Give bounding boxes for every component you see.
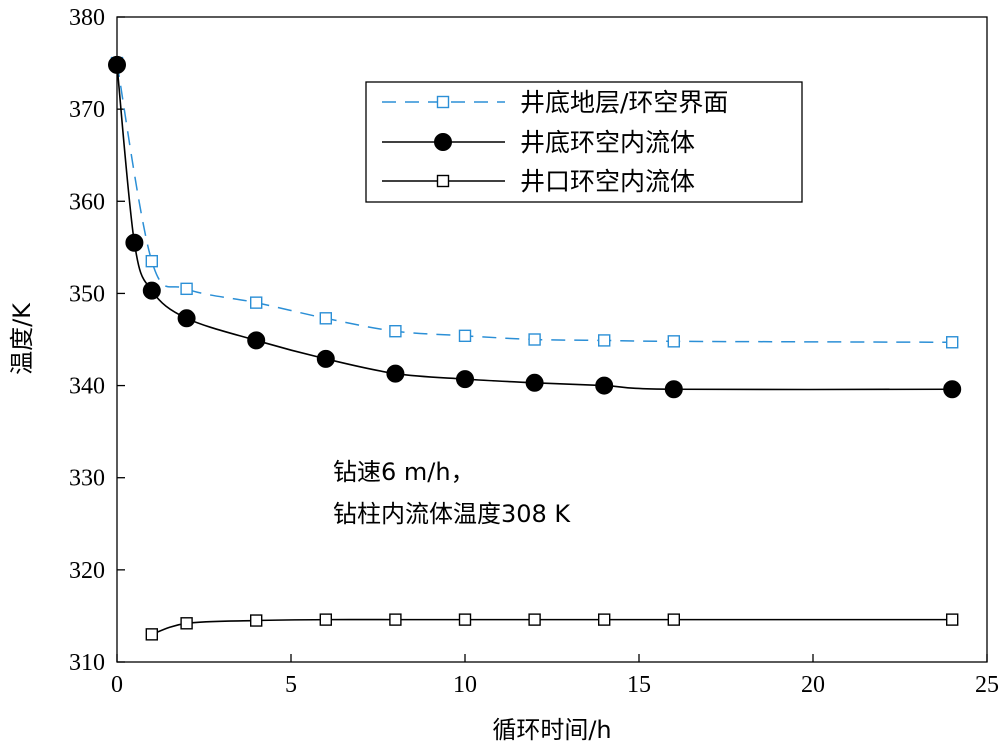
series-3-line [151, 618, 953, 636]
series-2-point [664, 380, 683, 399]
series-2-point [108, 55, 126, 74]
series-2-point [142, 281, 161, 300]
x-tick-label: 25 [975, 672, 999, 698]
series-3-point [946, 613, 959, 626]
series-2-point [386, 364, 405, 383]
series-1-point [319, 312, 332, 325]
series-3-point [180, 617, 193, 630]
y-tick-label: 380 [69, 5, 105, 31]
series-3 [145, 613, 959, 641]
series-3-point [319, 613, 332, 626]
legend-label-3: 井口环空内流体 [520, 167, 695, 196]
series-1-point [145, 254, 159, 268]
y-tick-label: 370 [69, 97, 105, 123]
series-2-point [177, 309, 196, 328]
y-tick-label: 340 [69, 374, 105, 400]
y-axis: 310 320 330 340 350 360 370 380 [69, 5, 125, 676]
x-tick-label: 20 [801, 672, 825, 698]
y-tick-label: 320 [69, 558, 105, 584]
series-2-point [247, 331, 266, 350]
legend-label-2: 井底环空内流体 [520, 128, 695, 157]
series-1-point [946, 336, 959, 349]
series-3-point [145, 628, 159, 641]
series-3-point [458, 613, 472, 626]
y-axis-label: 温度/K [8, 302, 36, 375]
plot-frame [116, 16, 988, 663]
y-tick-label: 330 [69, 466, 105, 492]
x-tick-label: 15 [627, 672, 651, 698]
series-3-point [249, 614, 263, 627]
series-2-line [116, 64, 953, 391]
series-1-point [528, 333, 541, 346]
series-2-point [456, 370, 474, 389]
series-2-point [943, 380, 962, 399]
legend-marker-3 [436, 174, 450, 188]
y-tick-label: 360 [69, 189, 105, 215]
x-axis: 0 5 10 15 20 25 [111, 654, 999, 698]
legend-label-1: 井底地层/环空界面 [520, 88, 728, 117]
series-2-point [525, 373, 544, 392]
series-layer [108, 55, 962, 641]
legend-marker-2 [434, 133, 452, 151]
series-1-point [249, 296, 263, 309]
annotation: 钻速6 m/h， 钻柱内流体温度308 K [333, 458, 571, 528]
x-tick-label: 10 [453, 672, 477, 698]
series-2-point [595, 376, 614, 395]
series-3-point [389, 613, 402, 626]
annotation-line-2: 钻柱内流体温度308 K [333, 500, 571, 528]
plot-area [116, 16, 988, 663]
series-2-point [316, 349, 335, 368]
series-1-point [389, 325, 402, 338]
x-tick-label: 5 [285, 672, 297, 698]
series-2 [108, 55, 962, 399]
annotation-line-1: 钻速6 m/h， [333, 458, 475, 486]
series-3-point [598, 613, 611, 626]
series-1-point [180, 282, 193, 296]
x-axis-label: 循环时间/h [492, 716, 611, 744]
series-1-point [598, 334, 611, 347]
series-2-point [125, 233, 144, 252]
series-1-point [667, 335, 680, 348]
y-tick-label: 310 [69, 650, 105, 676]
y-tick-label: 350 [69, 281, 105, 307]
series-3-point [528, 613, 541, 626]
series-3-point [667, 613, 680, 626]
x-tick-label: 0 [111, 672, 123, 698]
legend-marker-1 [436, 95, 450, 109]
series-1-point [458, 329, 472, 343]
